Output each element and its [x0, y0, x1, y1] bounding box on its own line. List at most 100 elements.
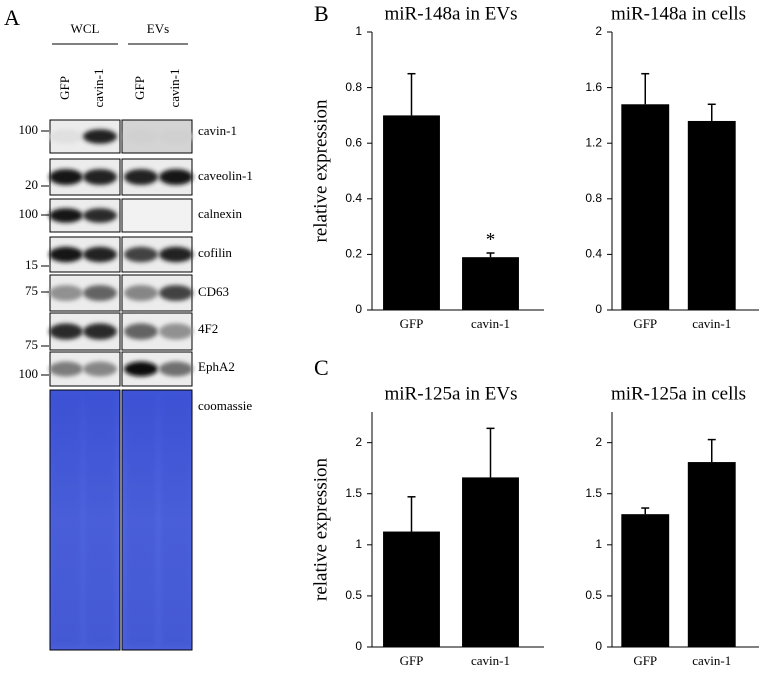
lane-label: GFP [57, 76, 72, 100]
error-bar [641, 72, 650, 105]
y-tick-label: 0 [355, 639, 362, 653]
y-tick-label: 0.5 [345, 588, 362, 602]
row-label: cofilin [198, 245, 232, 260]
blot-band [124, 361, 158, 377]
blot-band [124, 323, 158, 340]
significance-mark: * [486, 229, 496, 250]
group-label: EVs [147, 21, 169, 36]
blot-band [159, 169, 193, 185]
y-tick-label: 0.8 [585, 191, 602, 205]
blot-band [83, 361, 117, 377]
blot-band [159, 246, 193, 263]
bar [687, 120, 736, 311]
y-tick-label: 0.2 [345, 247, 362, 261]
error-bar [486, 427, 495, 478]
blot-band [49, 129, 83, 144]
y-tick-label: 2 [595, 435, 602, 449]
error-bar [641, 507, 650, 515]
x-tick-label: cavin-1 [471, 316, 510, 331]
mw-marker: 100 [19, 122, 39, 137]
coomassie-lane [85, 394, 115, 646]
x-tick-label: cavin-1 [471, 653, 510, 668]
lane-label: cavin-1 [91, 69, 106, 108]
bar [383, 531, 440, 647]
blot-band [49, 246, 83, 263]
bar [621, 104, 670, 310]
blot-band [124, 129, 158, 144]
y-tick-label: 0.4 [345, 191, 362, 205]
bar [621, 514, 670, 647]
mw-marker: 20 [25, 177, 38, 192]
row-label: calnexin [198, 206, 243, 221]
blot-band [83, 246, 117, 263]
chart-title: miR-148a in cells [611, 3, 746, 24]
row-label: 4F2 [198, 321, 218, 336]
coomassie-lane [51, 394, 81, 646]
x-tick-label: GFP [400, 653, 424, 668]
error-bar [407, 72, 416, 116]
blot-band [83, 129, 117, 144]
y-tick-label: 2 [595, 24, 602, 38]
error-bar [486, 252, 495, 258]
bar [687, 462, 736, 647]
blot-band [83, 169, 117, 185]
blot-panel [121, 198, 193, 233]
row-label: caveolin-1 [198, 168, 253, 183]
row-label: coomassie [198, 398, 252, 413]
chart-title: miR-148a in EVs [385, 3, 518, 24]
blot-band [159, 361, 193, 377]
y-axis-label: relative expression [310, 458, 331, 601]
panel-label: C [314, 355, 329, 380]
y-tick-label: 0.5 [585, 588, 602, 602]
y-tick-label: 1.5 [345, 486, 362, 500]
mw-marker: 100 [19, 206, 39, 221]
y-tick-label: 0.8 [345, 80, 362, 94]
row-label: CD63 [198, 284, 229, 299]
x-tick-label: GFP [400, 316, 424, 331]
panel-label: A [4, 5, 20, 30]
y-tick-label: 1 [355, 24, 362, 38]
lane-label: cavin-1 [167, 69, 182, 108]
error-bar [407, 496, 416, 532]
y-tick-label: 0 [595, 302, 602, 316]
bar [383, 115, 440, 311]
y-tick-label: 1 [595, 537, 602, 551]
y-tick-label: 0 [355, 302, 362, 316]
panel-label: B [314, 1, 329, 26]
lane-label: GFP [132, 76, 147, 100]
blot-band [159, 129, 193, 144]
y-tick-label: 1.2 [585, 135, 602, 149]
blot-band [83, 208, 117, 223]
error-bar [707, 103, 716, 121]
blot-band [49, 323, 83, 340]
chart-title: miR-125a in cells [611, 383, 746, 404]
blot-band [49, 361, 83, 377]
y-tick-label: 1.5 [585, 486, 602, 500]
bar [462, 257, 519, 310]
y-axis-label: relative expression [310, 99, 331, 242]
blot-band [49, 285, 83, 301]
coomassie-lane [126, 394, 156, 646]
blot-band [83, 285, 117, 301]
mw-marker: 75 [25, 337, 38, 352]
bar [462, 477, 519, 647]
x-tick-label: GFP [633, 316, 657, 331]
blot-band [159, 285, 193, 301]
chart-title: miR-125a in EVs [385, 383, 518, 404]
x-tick-label: GFP [633, 653, 657, 668]
blot-band [124, 246, 158, 263]
blot-band [49, 208, 83, 223]
blot-band [159, 323, 193, 340]
y-tick-label: 0 [595, 639, 602, 653]
coomassie-lane [161, 394, 191, 646]
y-tick-label: 1.6 [585, 80, 602, 94]
blot-band [124, 169, 158, 185]
y-tick-label: 2 [355, 435, 362, 449]
row-label: EphA2 [198, 359, 235, 374]
blot-band [124, 285, 158, 301]
x-tick-label: cavin-1 [692, 653, 731, 668]
row-label: cavin-1 [198, 123, 237, 138]
x-tick-label: cavin-1 [692, 316, 731, 331]
blot-band [83, 323, 117, 340]
